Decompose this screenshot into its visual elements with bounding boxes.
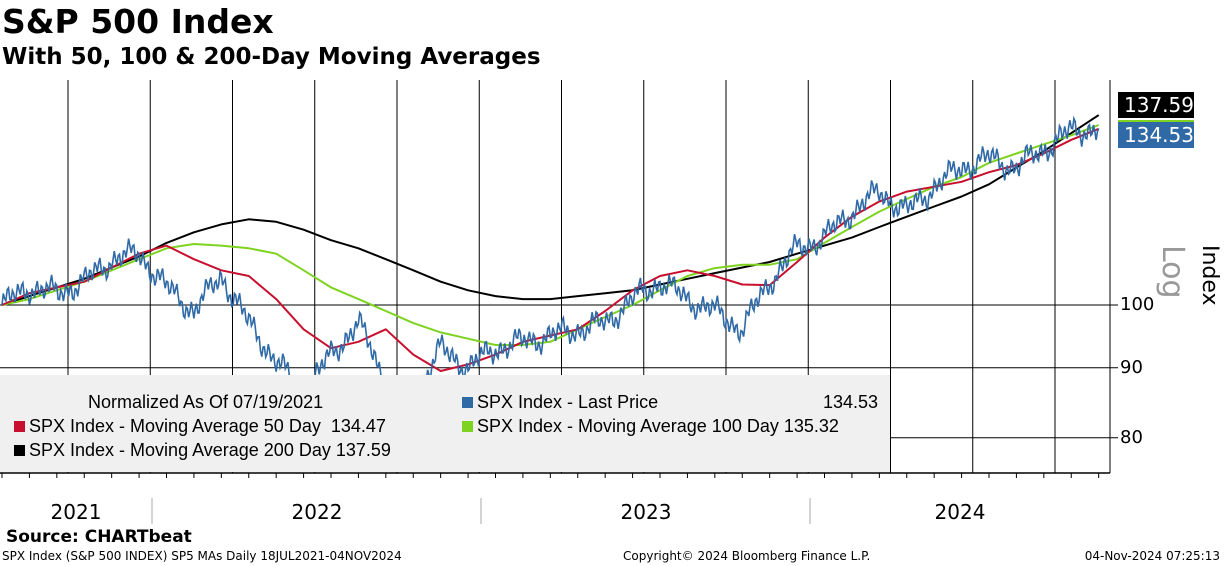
legend: Normalized As Of 07/19/2021 SPX Index - …	[0, 375, 890, 472]
y-tick-label: 90	[1120, 357, 1143, 378]
legend-swatch	[462, 397, 473, 408]
log-scale-label: Log	[1155, 245, 1190, 299]
chart-subtitle: With 50, 100 & 200-Day Moving Averages	[2, 44, 541, 70]
legend-item-price: SPX Index - Last Price	[462, 392, 658, 413]
x-tick-label: 2021	[50, 500, 102, 524]
legend-label: SPX Index - Moving Average 50 Day	[29, 416, 321, 436]
last-value-tag-price: 134.53	[1118, 120, 1194, 148]
legend-swatch	[14, 445, 25, 456]
x-tick-label: 2023	[620, 500, 672, 524]
series-line-last-price	[1, 115, 1100, 412]
x-tick-label: 2024	[934, 500, 986, 524]
last-value-tag-ma200: 137.59	[1118, 92, 1194, 118]
legend-swatch	[14, 421, 25, 432]
legend-value: 134.47	[330, 416, 386, 436]
legend-label: SPX Index - Moving Average 200 Day	[29, 440, 331, 460]
legend-item-ma100: SPX Index - Moving Average 100 Day 135.3…	[462, 416, 839, 437]
footer-left: SPX Index (S&P 500 INDEX) SP5 MAs Daily …	[2, 549, 402, 563]
legend-label: SPX Index - Last Price	[477, 392, 659, 412]
y-tick-label: 80	[1120, 427, 1143, 448]
legend-normalized: Normalized As Of 07/19/2021	[88, 392, 324, 412]
legend-item-ma50: SPX Index - Moving Average 50 Day 134.47	[14, 416, 386, 437]
y-axis-label: Index	[1197, 245, 1222, 306]
series-line-ma-100-day	[1, 124, 1100, 346]
footer-timestamp: 04-Nov-2024 07:25:13	[1084, 549, 1220, 563]
source-label: Source: CHARTbeat	[6, 527, 192, 547]
legend-swatch	[462, 421, 473, 432]
legend-value: 137.59	[335, 440, 391, 460]
y-tick-label: 100	[1120, 294, 1155, 315]
footer-copyright: Copyright© 2024 Bloomberg Finance L.P.	[623, 549, 871, 563]
legend-value: 134.53	[823, 392, 879, 412]
x-tick-label: 2022	[291, 500, 343, 524]
legend-label: SPX Index - Moving Average 100 Day	[477, 416, 779, 436]
chart-title: S&P 500 Index	[2, 2, 274, 41]
legend-value: 135.32	[783, 416, 839, 436]
legend-item-ma200: SPX Index - Moving Average 200 Day 137.5…	[14, 440, 391, 461]
series-line-ma-200-day	[1, 114, 1100, 306]
